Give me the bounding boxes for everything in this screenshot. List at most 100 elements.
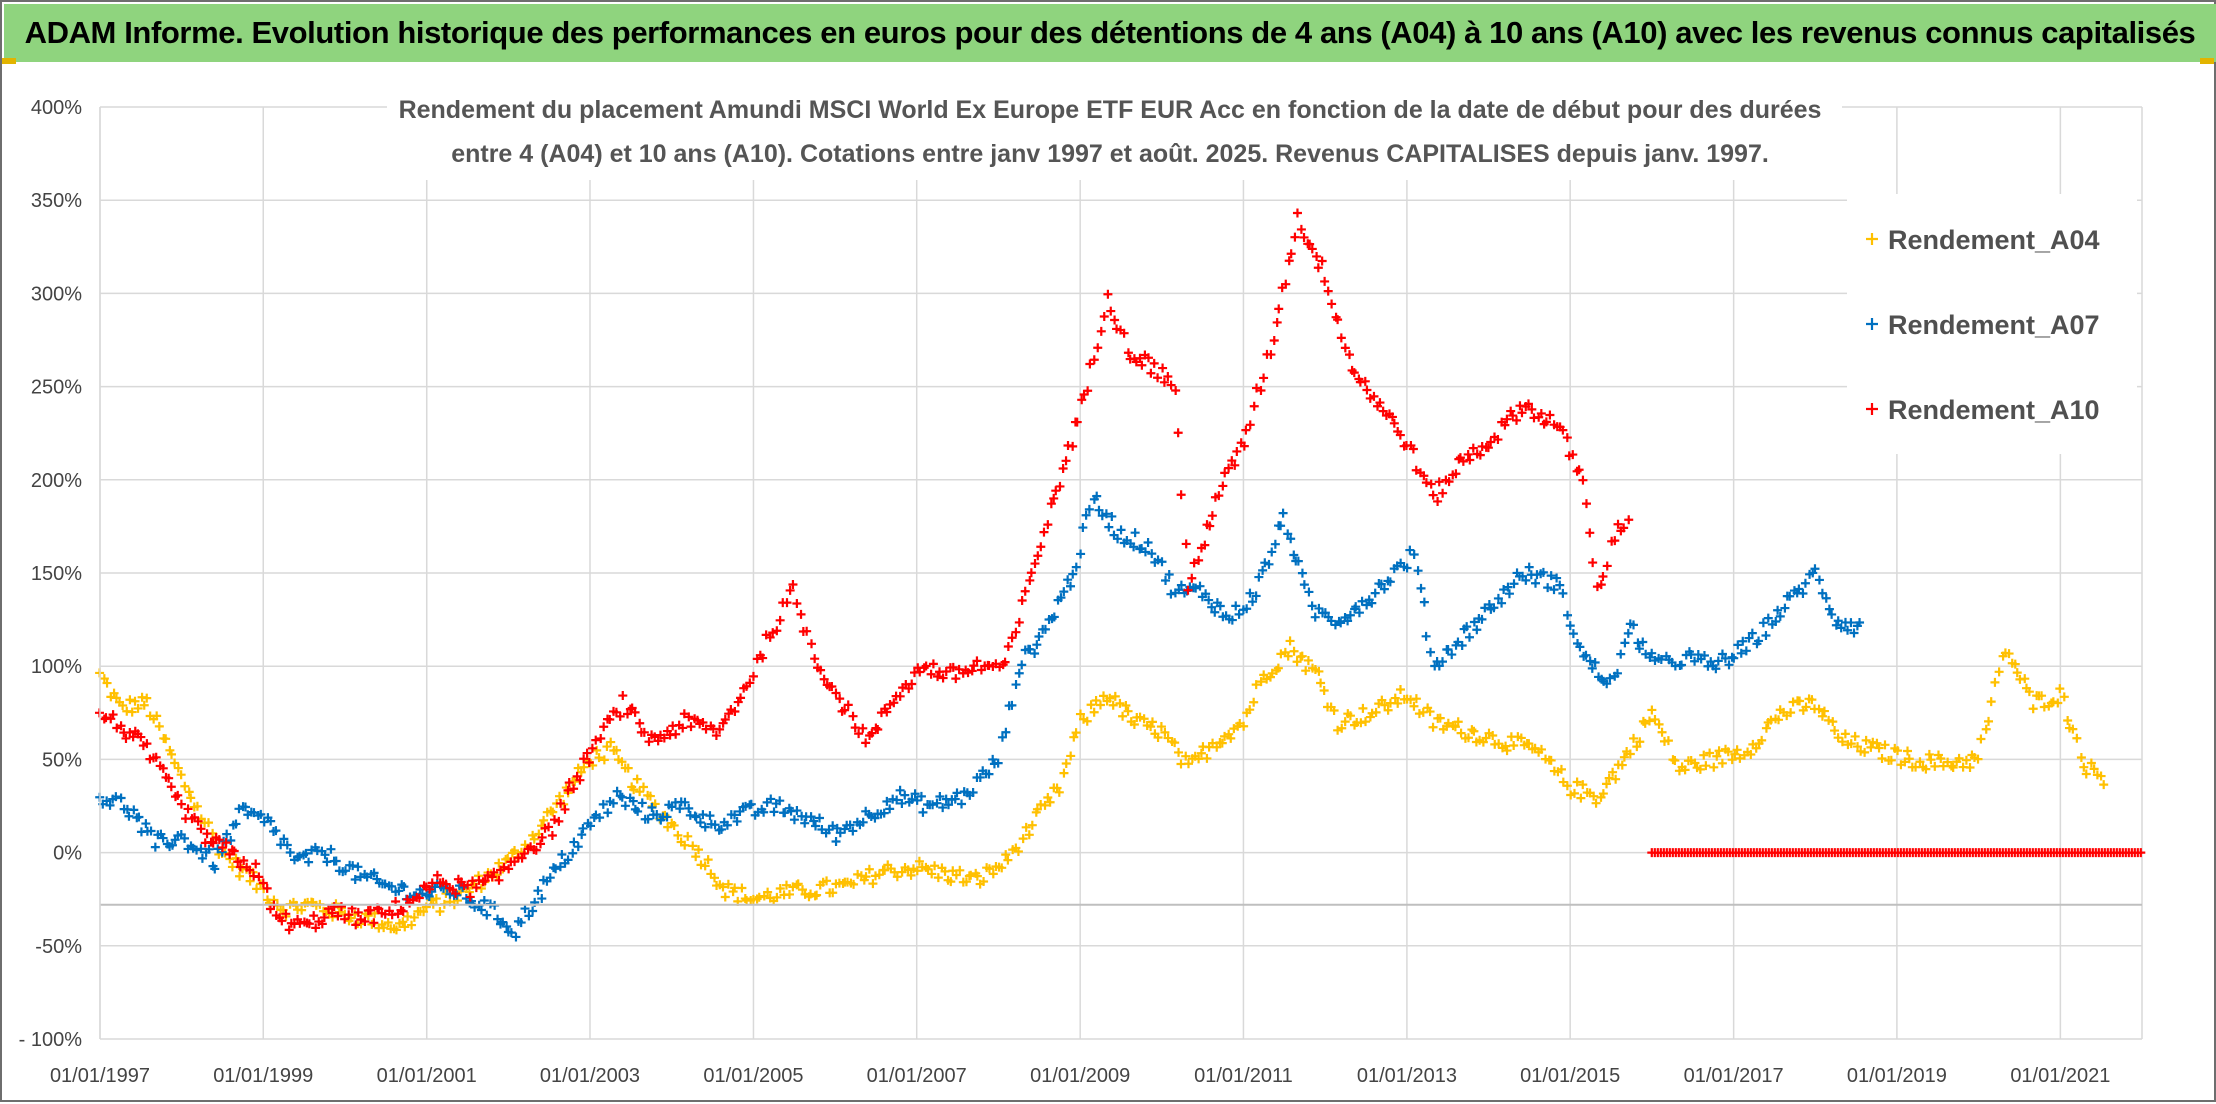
data-point (1071, 728, 1081, 738)
data-point (695, 817, 705, 827)
data-point (1026, 568, 1036, 578)
data-point (1040, 624, 1050, 634)
data-point (1137, 360, 1147, 370)
data-point (1727, 755, 1737, 765)
data-point (1475, 450, 1485, 460)
data-point (150, 842, 160, 852)
data-point (1605, 673, 1615, 683)
data-point (1174, 585, 1184, 595)
data-point (192, 801, 202, 811)
data-point (997, 732, 1007, 742)
data-point (1003, 855, 1013, 865)
data-point (835, 694, 845, 704)
data-point (1773, 605, 1783, 615)
data-point (1785, 591, 1795, 601)
data-points (94, 208, 2146, 942)
legend-marker (1866, 233, 1878, 245)
data-point (584, 758, 594, 768)
data-point (809, 816, 819, 826)
data-point (547, 831, 557, 841)
data-point (1717, 758, 1727, 768)
data-point (948, 662, 958, 672)
data-point (173, 790, 183, 800)
data-point (1095, 700, 1105, 710)
data-point (1340, 343, 1350, 353)
data-point (1156, 722, 1166, 732)
legend-marker (1866, 318, 1878, 330)
data-point (1110, 691, 1120, 701)
data-point (772, 892, 782, 902)
y-tick-label: 0% (53, 843, 82, 865)
data-point (1323, 286, 1333, 296)
data-point (683, 831, 693, 841)
data-point (1091, 695, 1101, 705)
data-point (1224, 463, 1234, 473)
data-point (618, 691, 628, 701)
data-point (1158, 363, 1168, 373)
data-point (1001, 727, 1011, 737)
data-point (1059, 587, 1069, 597)
data-point (1483, 443, 1493, 453)
data-point (1954, 753, 1964, 763)
data-point (1389, 418, 1399, 428)
data-point (1817, 588, 1827, 598)
data-point (1011, 627, 1021, 637)
data-point (758, 653, 768, 663)
data-point (1320, 276, 1330, 286)
data-point (1194, 555, 1204, 565)
data-point (151, 752, 161, 762)
data-point (599, 722, 609, 732)
data-point (1990, 677, 2000, 687)
data-point (519, 849, 529, 859)
data-point (615, 711, 625, 721)
data-point (1303, 655, 1313, 665)
data-point (1286, 249, 1296, 259)
data-point (130, 696, 140, 706)
data-point (873, 725, 883, 735)
data-point (1915, 757, 1925, 767)
data-point (1786, 708, 1796, 718)
data-point (1517, 408, 1527, 418)
data-point (700, 822, 710, 832)
data-point (1581, 650, 1591, 660)
data-point (1843, 625, 1853, 635)
data-point (1283, 651, 1293, 661)
data-point (348, 861, 358, 871)
data-point (1130, 528, 1140, 538)
data-point (1438, 657, 1447, 667)
data-point (972, 656, 982, 666)
data-point (524, 911, 534, 921)
data-point (1497, 598, 1507, 608)
data-point (1375, 398, 1385, 408)
data-point (463, 880, 473, 890)
data-point (568, 848, 578, 858)
data-point (1003, 642, 1013, 652)
data-point (1166, 380, 1176, 390)
data-point (1552, 573, 1562, 583)
data-point (193, 816, 203, 826)
data-point (1336, 618, 1346, 628)
data-point (544, 822, 554, 832)
data-point (2086, 758, 2096, 768)
data-point (427, 878, 437, 888)
data-point (317, 919, 327, 929)
data-point (895, 785, 905, 795)
data-point (1711, 664, 1721, 674)
data-point (1411, 694, 1421, 704)
data-point (1239, 441, 1249, 451)
data-point (1058, 463, 1068, 473)
data-point (1524, 739, 1534, 749)
data-point (1837, 737, 1847, 747)
data-point (919, 663, 929, 673)
data-point (1383, 705, 1393, 715)
data-point (1319, 685, 1329, 695)
data-point (1146, 368, 1156, 378)
data-point (184, 787, 194, 797)
data-point (1251, 591, 1261, 601)
data-point (1159, 377, 1169, 387)
data-point (797, 885, 807, 895)
data-point (1602, 679, 1612, 689)
data-point (638, 782, 648, 792)
data-point (718, 882, 728, 892)
data-point (2024, 687, 2034, 697)
